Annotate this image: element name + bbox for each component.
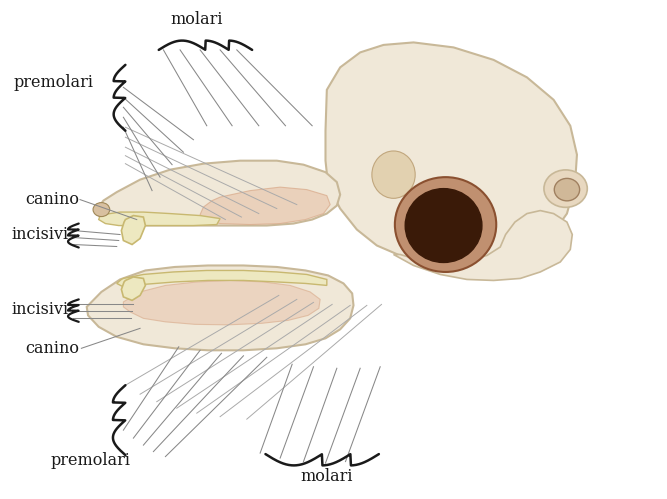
Polygon shape	[123, 280, 320, 325]
Ellipse shape	[405, 189, 482, 262]
Text: premolari: premolari	[13, 74, 93, 91]
Text: canino: canino	[25, 340, 79, 357]
Text: incisivi: incisivi	[11, 301, 69, 318]
Text: premolari: premolari	[50, 452, 130, 469]
Ellipse shape	[93, 203, 109, 217]
Text: molari: molari	[301, 468, 353, 485]
Polygon shape	[394, 211, 572, 280]
Ellipse shape	[554, 178, 580, 201]
Text: incisivi: incisivi	[11, 226, 69, 243]
Ellipse shape	[544, 170, 587, 208]
Ellipse shape	[372, 151, 415, 198]
Polygon shape	[99, 161, 340, 226]
Polygon shape	[325, 42, 577, 265]
Polygon shape	[121, 216, 145, 245]
Polygon shape	[121, 277, 145, 300]
Polygon shape	[200, 187, 330, 225]
Text: canino: canino	[25, 191, 79, 208]
Polygon shape	[87, 265, 354, 350]
Polygon shape	[99, 212, 220, 226]
Ellipse shape	[395, 177, 496, 272]
Polygon shape	[117, 270, 327, 287]
Text: molari: molari	[171, 11, 223, 28]
